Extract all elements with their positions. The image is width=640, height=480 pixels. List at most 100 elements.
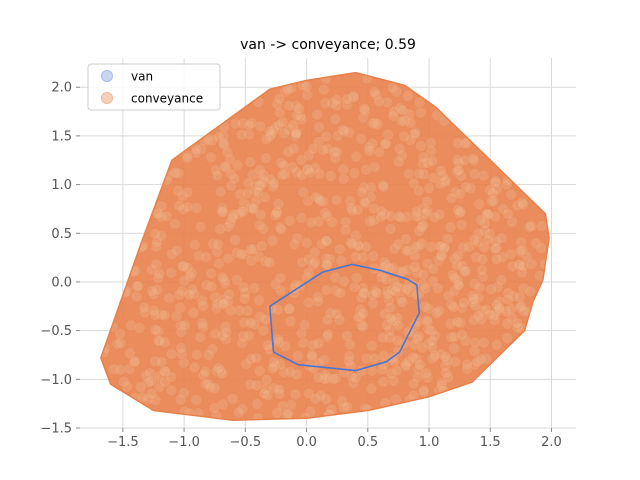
conveyance-point	[466, 289, 479, 302]
conveyance-point	[273, 336, 286, 349]
conveyance-point	[271, 98, 284, 111]
conveyance-point	[188, 238, 201, 251]
x-tick-label: −1.5	[107, 435, 139, 450]
conveyance-point	[375, 205, 388, 218]
conveyance-point	[330, 308, 343, 320]
conveyance-point	[431, 109, 443, 122]
conveyance-point	[366, 288, 379, 301]
conveyance-point	[478, 241, 491, 254]
conveyance-point	[196, 317, 209, 330]
conveyance-point	[517, 282, 530, 295]
conveyance-point	[470, 251, 483, 264]
conveyance-point	[391, 334, 404, 347]
y-tick-label: −1.5	[40, 422, 72, 437]
conveyance-point	[370, 287, 383, 299]
conveyance-point	[302, 149, 315, 162]
conveyance-point	[412, 184, 425, 197]
conveyance-point	[434, 240, 447, 253]
conveyance-point	[343, 338, 356, 351]
conveyance-point	[419, 207, 432, 220]
conveyance-point	[472, 291, 485, 304]
x-tick-label: 2.0	[541, 435, 562, 450]
conveyance-point	[130, 280, 143, 293]
conveyance-point	[371, 118, 384, 131]
conveyance-point	[410, 210, 423, 223]
conveyance-point	[349, 229, 362, 242]
conveyance-point	[267, 124, 280, 137]
conveyance-point	[438, 241, 451, 254]
conveyance-point	[244, 156, 257, 169]
conveyance-point	[380, 273, 393, 286]
conveyance-point	[165, 248, 178, 261]
conveyance-point	[199, 365, 212, 378]
conveyance-point	[476, 304, 489, 317]
conveyance-point	[321, 259, 334, 272]
conveyance-point	[359, 402, 372, 415]
conveyance-point	[320, 252, 333, 265]
conveyance-point	[231, 159, 244, 172]
conveyance-point	[298, 318, 311, 331]
conveyance-point	[152, 370, 165, 383]
conveyance-point	[412, 240, 425, 253]
conveyance-point	[427, 172, 440, 184]
conveyance-point	[396, 282, 408, 295]
conveyance-point	[183, 288, 196, 301]
conveyance-point	[160, 210, 173, 223]
conveyance-point	[452, 157, 465, 170]
conveyance-point	[284, 365, 297, 378]
conveyance-point	[368, 214, 381, 227]
conveyance-point	[251, 397, 264, 410]
conveyance-point	[248, 202, 260, 215]
conveyance-point	[341, 329, 353, 342]
conveyance-point	[416, 341, 429, 354]
conveyance-point	[290, 125, 303, 138]
conveyance-point	[493, 295, 506, 308]
conveyance-point	[249, 318, 261, 331]
conveyance-point	[375, 271, 388, 284]
conveyance-point	[216, 206, 229, 218]
conveyance-point	[490, 182, 503, 195]
conveyance-point	[416, 202, 429, 215]
conveyance-point	[261, 339, 274, 352]
conveyance-point	[212, 238, 224, 251]
conveyance-point	[370, 89, 383, 102]
conveyance-point	[158, 365, 171, 378]
conveyance-point	[238, 196, 250, 209]
conveyance-point	[438, 114, 451, 127]
conveyance-point	[240, 358, 253, 371]
conveyance-point	[178, 319, 191, 332]
conveyance-point	[257, 324, 270, 337]
conveyance-point	[525, 258, 538, 271]
conveyance-point	[514, 245, 527, 258]
conveyance-point	[273, 92, 286, 105]
legend-marker-conveyance	[101, 92, 113, 104]
conveyance-point	[165, 384, 178, 397]
conveyance-point	[493, 302, 506, 314]
conveyance-point	[204, 381, 217, 394]
conveyance-point	[107, 363, 120, 376]
conveyance-point	[386, 284, 398, 297]
conveyance-point	[149, 355, 162, 368]
conveyance-point	[381, 96, 394, 109]
conveyance-point	[329, 271, 342, 284]
conveyance-point	[253, 365, 266, 378]
conveyance-point	[283, 303, 296, 316]
conveyance-point	[451, 316, 464, 328]
x-tick-label: 0.5	[357, 435, 378, 450]
conveyance-point	[322, 328, 335, 341]
conveyance-point	[389, 285, 402, 298]
conveyance-point	[170, 310, 183, 322]
conveyance-point	[158, 336, 171, 349]
conveyance-point	[314, 194, 327, 207]
conveyance-point	[152, 325, 165, 338]
conveyance-point	[344, 359, 357, 372]
conveyance-point	[347, 91, 360, 104]
conveyance-point	[434, 164, 447, 177]
conveyance-point	[229, 233, 242, 246]
conveyance-point	[511, 321, 524, 334]
conveyance-point	[422, 337, 435, 350]
conveyance-point	[439, 174, 452, 187]
conveyance-point	[396, 104, 409, 117]
conveyance-point	[199, 251, 212, 264]
conveyance-point	[428, 211, 441, 224]
